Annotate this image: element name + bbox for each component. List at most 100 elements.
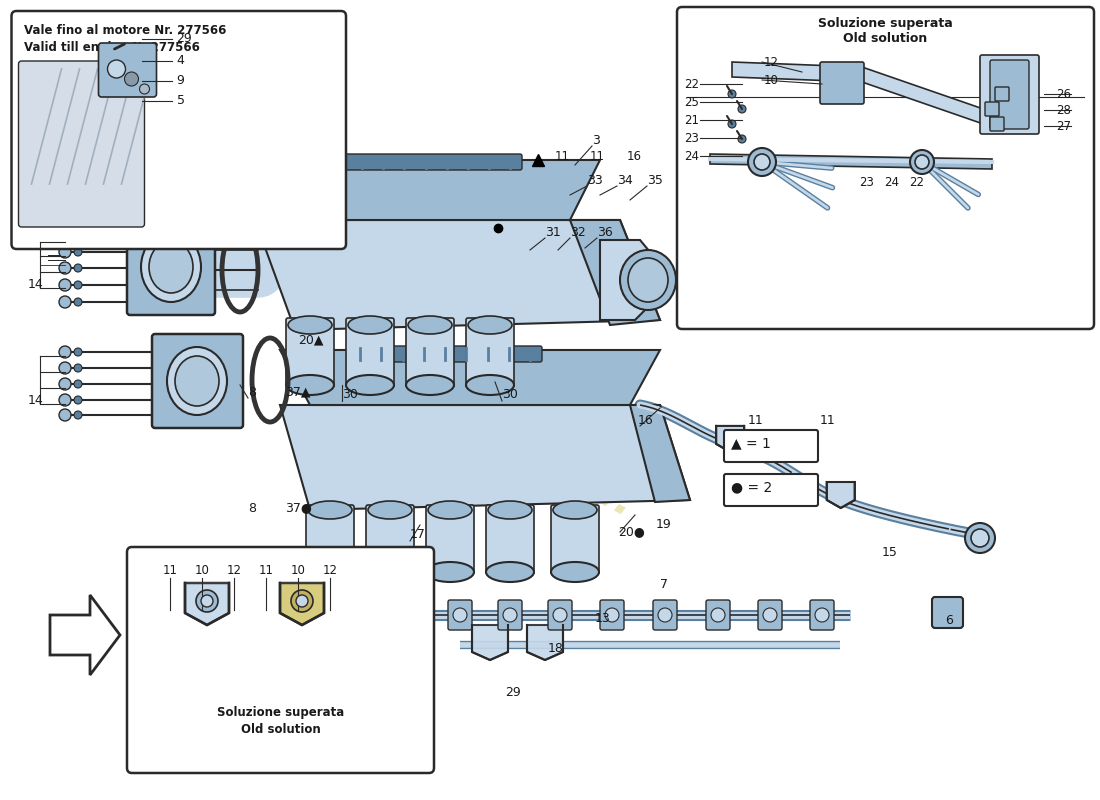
Text: ● = 2: ● = 2	[732, 480, 772, 494]
FancyBboxPatch shape	[11, 11, 346, 249]
Text: 16: 16	[627, 150, 641, 162]
Circle shape	[196, 590, 218, 612]
Ellipse shape	[366, 562, 414, 582]
Circle shape	[74, 248, 82, 256]
Ellipse shape	[286, 375, 334, 395]
Circle shape	[503, 608, 517, 622]
FancyBboxPatch shape	[724, 430, 818, 462]
Circle shape	[74, 364, 82, 372]
Circle shape	[59, 394, 72, 406]
Circle shape	[728, 90, 736, 98]
Circle shape	[108, 60, 125, 78]
Polygon shape	[280, 350, 660, 405]
Circle shape	[915, 155, 930, 169]
FancyBboxPatch shape	[706, 600, 730, 630]
Circle shape	[59, 362, 72, 374]
Text: 31: 31	[544, 226, 561, 238]
Text: 32: 32	[570, 226, 585, 238]
Circle shape	[74, 232, 82, 240]
Circle shape	[754, 154, 770, 170]
Circle shape	[124, 72, 139, 86]
Circle shape	[59, 230, 72, 242]
Circle shape	[59, 279, 72, 291]
Circle shape	[74, 411, 82, 419]
FancyBboxPatch shape	[980, 55, 1040, 134]
Circle shape	[140, 84, 150, 94]
Circle shape	[74, 396, 82, 404]
Text: 13: 13	[595, 611, 610, 625]
Ellipse shape	[141, 232, 201, 302]
Ellipse shape	[306, 562, 354, 582]
Ellipse shape	[368, 501, 412, 519]
Text: 11: 11	[590, 150, 605, 162]
Circle shape	[296, 595, 308, 607]
Text: 28: 28	[1057, 103, 1071, 117]
FancyBboxPatch shape	[99, 43, 156, 97]
FancyBboxPatch shape	[286, 318, 334, 387]
FancyBboxPatch shape	[996, 87, 1009, 101]
Circle shape	[59, 378, 72, 390]
Ellipse shape	[426, 562, 474, 582]
FancyBboxPatch shape	[486, 505, 534, 574]
FancyBboxPatch shape	[126, 219, 214, 315]
Text: 16: 16	[638, 414, 653, 426]
Polygon shape	[716, 426, 744, 452]
Circle shape	[658, 608, 672, 622]
Ellipse shape	[406, 375, 454, 395]
Ellipse shape	[148, 241, 192, 293]
FancyBboxPatch shape	[498, 600, 522, 630]
Ellipse shape	[346, 375, 394, 395]
Circle shape	[74, 348, 82, 356]
FancyBboxPatch shape	[676, 7, 1094, 329]
Text: 37▲: 37▲	[285, 386, 310, 398]
Text: 25: 25	[684, 95, 700, 109]
Text: Vale fino al motore Nr. 277566: Vale fino al motore Nr. 277566	[24, 24, 227, 37]
Text: 10: 10	[290, 563, 306, 577]
Polygon shape	[600, 240, 666, 320]
Ellipse shape	[428, 501, 472, 519]
FancyBboxPatch shape	[308, 154, 522, 170]
Text: 17: 17	[410, 529, 426, 542]
Text: Old solution: Old solution	[241, 723, 320, 736]
Text: 23: 23	[684, 131, 700, 145]
FancyBboxPatch shape	[810, 600, 834, 630]
Ellipse shape	[466, 375, 514, 395]
Text: 6: 6	[945, 614, 953, 626]
Circle shape	[815, 608, 829, 622]
Text: 30: 30	[342, 389, 358, 402]
Circle shape	[453, 608, 468, 622]
Polygon shape	[255, 220, 660, 330]
FancyBboxPatch shape	[990, 117, 1004, 131]
Ellipse shape	[175, 356, 219, 406]
FancyBboxPatch shape	[366, 505, 414, 574]
Ellipse shape	[167, 347, 227, 415]
Ellipse shape	[551, 562, 600, 582]
Text: 29: 29	[176, 33, 192, 46]
FancyBboxPatch shape	[724, 474, 818, 506]
Text: 24: 24	[884, 175, 900, 189]
Text: 11: 11	[163, 563, 177, 577]
Text: 12: 12	[227, 563, 242, 577]
Polygon shape	[260, 160, 600, 220]
Circle shape	[74, 298, 82, 306]
FancyBboxPatch shape	[448, 600, 472, 630]
Ellipse shape	[308, 501, 352, 519]
Polygon shape	[570, 220, 660, 325]
FancyBboxPatch shape	[152, 334, 243, 428]
Polygon shape	[827, 482, 855, 508]
Circle shape	[763, 608, 777, 622]
Text: 12: 12	[322, 563, 338, 577]
Text: 14: 14	[28, 278, 44, 291]
Text: 30: 30	[502, 389, 518, 402]
Text: 10: 10	[195, 563, 209, 577]
Circle shape	[971, 529, 989, 547]
Circle shape	[553, 608, 566, 622]
Polygon shape	[280, 583, 324, 625]
Text: 12: 12	[764, 55, 779, 69]
Ellipse shape	[488, 501, 532, 519]
Text: 19: 19	[656, 518, 672, 530]
Text: 11: 11	[748, 414, 763, 426]
FancyBboxPatch shape	[758, 600, 782, 630]
Text: 11: 11	[258, 563, 274, 577]
FancyBboxPatch shape	[426, 505, 474, 574]
